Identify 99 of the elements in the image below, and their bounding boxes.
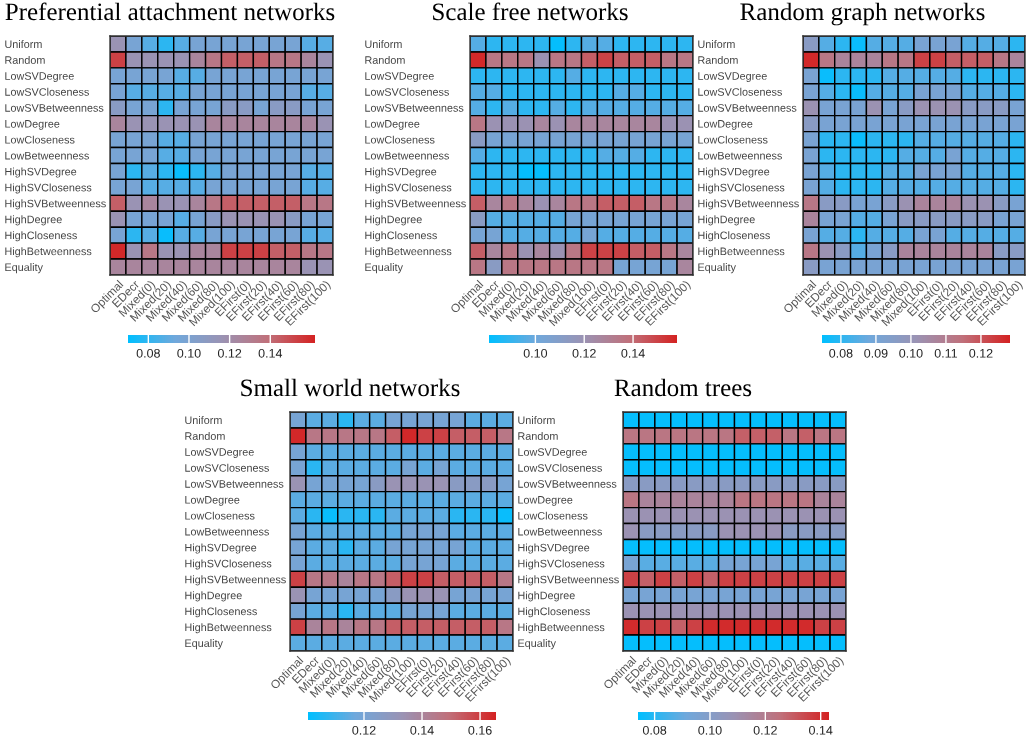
y-tick-label: Equality bbox=[518, 639, 556, 650]
y-tick-label: Uniform bbox=[185, 416, 222, 424]
y-tick-label: LowSVCloseness bbox=[5, 87, 89, 96]
y-tick-label: LowSVBetweenness bbox=[365, 104, 464, 112]
y-tick-label: HighSVCloseness bbox=[185, 559, 272, 570]
y-tick-label: Equality bbox=[185, 639, 223, 650]
y-tick-label: LowSVCloseness bbox=[185, 463, 269, 472]
color-bar-label: 0.12 bbox=[753, 725, 777, 735]
y-tick-label: HighBetweenness bbox=[698, 247, 785, 258]
y-tick-label: Uniform bbox=[365, 40, 402, 48]
y-tick-label: LowSVBetweenness bbox=[698, 104, 797, 112]
y-tick-label: Uniform bbox=[698, 40, 735, 48]
y-tick-label: HighSVBetweenness bbox=[698, 199, 799, 210]
y-tick-label: Equality bbox=[698, 263, 736, 274]
chart-title: Small world networks bbox=[241, 378, 460, 397]
y-tick-label: HighSVBetweenness bbox=[365, 199, 466, 210]
y-tick-label: LowBetweenness bbox=[698, 151, 782, 160]
color-bar-label: 0.10 bbox=[523, 348, 548, 358]
y-tick-label: LowSVCloseness bbox=[698, 87, 782, 96]
color-bar-label: 0.11 bbox=[934, 348, 958, 358]
color-bar-label: 0.14 bbox=[621, 348, 645, 358]
y-tick-label: LowSVBetweenness bbox=[185, 480, 284, 488]
y-tick-label: Random bbox=[518, 431, 558, 440]
color-bar-label: 0.08 bbox=[829, 348, 853, 358]
color-bar-label: 0.14 bbox=[410, 725, 434, 735]
color-bar-label: 0.08 bbox=[642, 725, 667, 735]
y-tick-label: Uniform bbox=[5, 40, 42, 48]
y-tick-label: HighSVCloseness bbox=[518, 559, 605, 570]
y-tick-label: LowSVDegree bbox=[518, 448, 587, 459]
y-tick-label: HighBetweenness bbox=[185, 623, 272, 634]
y-tick-label: LowCloseness bbox=[5, 135, 75, 144]
y-tick-label: HighCloseness bbox=[518, 607, 590, 618]
y-tick-label: LowCloseness bbox=[698, 135, 768, 144]
y-tick-label: LowBetweenness bbox=[365, 151, 449, 160]
chart-title: Random graph networks bbox=[740, 2, 985, 26]
color-bar-label: 0.12 bbox=[217, 348, 242, 358]
y-tick-label: HighBetweenness bbox=[5, 247, 92, 258]
y-tick-label: HighSVDegree bbox=[185, 543, 257, 554]
color-bar-label: 0.10 bbox=[899, 348, 923, 358]
y-tick-label: LowBetweenness bbox=[5, 151, 89, 160]
y-tick-label: LowDegree bbox=[365, 120, 420, 130]
y-tick-label: HighSVBetweenness bbox=[518, 575, 619, 586]
y-tick-label: HighBetweenness bbox=[518, 623, 605, 634]
y-tick-label: HighSVBetweenness bbox=[185, 575, 286, 586]
y-tick-label: Random bbox=[5, 55, 45, 64]
y-tick-label: Random bbox=[365, 55, 405, 64]
y-tick-label: HighSVCloseness bbox=[5, 183, 92, 194]
y-tick-label: Equality bbox=[5, 263, 43, 274]
color-bar-label: 0.08 bbox=[136, 348, 160, 358]
y-tick-label: LowSVCloseness bbox=[365, 87, 449, 96]
y-tick-label: LowSVBetweenness bbox=[518, 480, 617, 488]
y-tick-label: HighSVDegree bbox=[518, 543, 590, 554]
y-tick-label: LowDegree bbox=[5, 120, 60, 130]
y-tick-label: LowCloseness bbox=[518, 511, 588, 520]
color-bar-label: 0.12 bbox=[352, 725, 376, 735]
y-tick-label: LowBetweenness bbox=[518, 527, 602, 536]
y-tick-label: HighSVDegree bbox=[365, 167, 437, 178]
y-tick-label: HighCloseness bbox=[5, 231, 77, 242]
y-tick-label: Random bbox=[698, 55, 738, 64]
y-tick-label: HighDegree bbox=[365, 215, 422, 226]
color-bar-label: 0.12 bbox=[969, 348, 993, 358]
y-tick-label: HighCloseness bbox=[365, 231, 437, 242]
color-bar-label: 0.14 bbox=[809, 725, 833, 735]
y-tick-label: LowSVDegree bbox=[698, 72, 767, 83]
y-tick-label: LowBetweenness bbox=[185, 527, 269, 536]
y-tick-label: LowSVDegree bbox=[5, 72, 74, 83]
y-tick-label: HighDegree bbox=[518, 591, 575, 602]
color-bar-label: 0.10 bbox=[177, 348, 201, 358]
y-tick-label: HighDegree bbox=[698, 215, 755, 226]
y-tick-label: HighSVBetweenness bbox=[5, 199, 106, 210]
y-tick-label: HighCloseness bbox=[698, 231, 770, 242]
y-tick-label: HighBetweenness bbox=[365, 247, 452, 258]
y-tick-label: HighDegree bbox=[185, 591, 242, 602]
y-tick-label: LowSVDegree bbox=[365, 72, 434, 83]
y-tick-label: LowDegree bbox=[185, 496, 240, 506]
y-tick-label: LowCloseness bbox=[185, 511, 255, 520]
y-tick-label: HighSVDegree bbox=[5, 167, 77, 178]
y-tick-label: HighDegree bbox=[5, 215, 62, 226]
y-tick-label: LowCloseness bbox=[365, 135, 435, 144]
y-tick-label: LowDegree bbox=[698, 120, 753, 130]
y-tick-label: Uniform bbox=[518, 416, 555, 424]
y-tick-label: Random bbox=[185, 431, 225, 440]
color-bar-label: 0.12 bbox=[572, 348, 596, 358]
chart-title: Preferential attachment networks bbox=[5, 2, 335, 21]
chart-title: Scale free networks bbox=[433, 2, 628, 21]
y-tick-label: HighSVCloseness bbox=[698, 183, 785, 194]
y-tick-label: Equality bbox=[365, 263, 403, 274]
y-tick-label: HighCloseness bbox=[185, 607, 257, 618]
color-bar-label: 0.14 bbox=[258, 348, 283, 358]
y-tick-label: HighSVCloseness bbox=[365, 183, 452, 194]
color-bar-label: 0.16 bbox=[468, 725, 492, 735]
y-tick-label: LowSVDegree bbox=[185, 448, 254, 459]
y-tick-label: HighSVDegree bbox=[698, 167, 770, 178]
color-bar-label: 0.09 bbox=[864, 348, 888, 358]
y-tick-label: LowDegree bbox=[518, 496, 573, 506]
chart-title: Random trees bbox=[614, 378, 752, 397]
color-bar-label: 0.10 bbox=[698, 725, 722, 735]
y-tick-label: LowSVCloseness bbox=[518, 463, 602, 472]
y-tick-label: LowSVBetweenness bbox=[5, 104, 104, 112]
